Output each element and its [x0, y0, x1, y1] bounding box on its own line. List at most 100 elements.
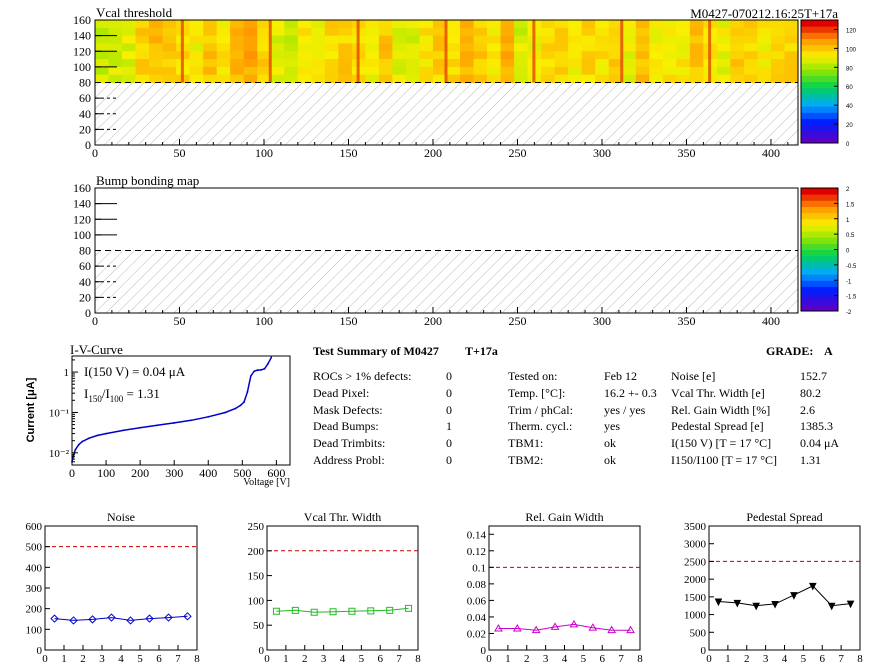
colorbar-band	[801, 200, 838, 207]
heatmap-cell	[203, 43, 218, 52]
heatmap-cell	[432, 51, 448, 60]
iv-point	[88, 437, 90, 440]
heatmap-cell	[460, 35, 475, 45]
heatmap-cell	[338, 35, 353, 45]
data-point	[348, 607, 356, 615]
heatmap-cell	[757, 27, 772, 37]
x-tick-label: 1	[725, 653, 731, 665]
heatmap-cell	[608, 74, 623, 84]
heatmap-cell	[473, 59, 488, 68]
x-tick-label: 8	[857, 653, 863, 665]
data-point	[550, 622, 560, 630]
condition-label: TBM2:	[508, 453, 544, 467]
data-point	[733, 599, 742, 608]
iv-point	[270, 356, 273, 359]
heatmap-cell	[405, 74, 421, 84]
heatmap-cell	[216, 74, 231, 84]
heatmap-cell	[608, 66, 623, 76]
x-tick-label: 1	[505, 653, 511, 665]
heatmap-cell	[419, 20, 434, 29]
heatmap-cell	[311, 20, 326, 29]
colorbar-tick-label: 60	[846, 85, 853, 91]
heatmap-cell	[243, 51, 258, 60]
grade-label: GRADE:	[766, 344, 814, 358]
heatmap-cell	[108, 43, 123, 52]
colorbar-band	[801, 224, 838, 232]
heatmap-cell	[581, 74, 596, 84]
heatmap-cell	[432, 27, 448, 37]
colorbar-tick-label: 40	[846, 104, 853, 110]
heatmap-cell	[284, 59, 299, 68]
heatmap-cell	[473, 66, 488, 76]
heatmap-cell	[662, 59, 677, 68]
iv-point	[243, 401, 245, 404]
y-tick-label: 0.02	[467, 628, 486, 640]
heatmap-cell	[500, 51, 515, 60]
series-line	[276, 607, 409, 613]
condition-value: ok	[604, 453, 616, 467]
x-tick-label: 250	[508, 314, 526, 328]
y-tick-label: 80	[79, 244, 91, 258]
y-tick-label: 120	[73, 44, 91, 58]
y-tick-label: 20	[79, 290, 91, 304]
condition-value: yes	[604, 419, 620, 434]
heatmap-cell	[595, 74, 610, 84]
heatmap-cell	[392, 51, 407, 60]
x-tick-label: 300	[593, 146, 611, 160]
vcal-width-chart: 0 1 2 3 4 5 6 7 8 0 50 100 150 200 250 Vcal Thr. Width	[248, 510, 422, 665]
colorbar-band	[801, 93, 838, 101]
heatmap-cell	[595, 51, 610, 60]
x-tick-label: 200	[424, 146, 442, 160]
x-tick-label: 5	[581, 653, 587, 665]
heatmap-cell	[635, 20, 650, 29]
heatmap-cell	[460, 74, 475, 84]
heatmap-cell	[743, 20, 759, 29]
colorbar-band	[801, 255, 838, 263]
colorbar-tick-label: -1.5	[846, 295, 857, 301]
heatmap-cell	[189, 74, 204, 84]
x-tick-label: 4	[340, 653, 346, 665]
data-point	[588, 623, 598, 631]
pedestal-spread-chart: 0 1 2 3 4 5 6 7 8 0 500 1000 1500 2000 2500 3000 3500 Ped…	[684, 510, 863, 665]
heatmap-cell	[311, 51, 326, 60]
heatmap-cell	[649, 66, 664, 76]
heatmap-cell	[230, 74, 245, 84]
heatmap-cell	[662, 74, 677, 84]
heatmap-cell	[622, 66, 637, 76]
heatmap-cell	[365, 20, 380, 29]
heatmap-cell	[649, 51, 664, 60]
heatmap-cell	[230, 59, 245, 68]
heatmap-cell	[432, 74, 448, 84]
defect-label: Address Probl:	[313, 453, 385, 467]
x-tick-label: 0	[706, 653, 712, 665]
x-tick-label: 2	[524, 653, 530, 665]
colorbar-band	[801, 298, 838, 306]
heatmap-cell	[419, 59, 434, 68]
iv-point	[260, 369, 262, 371]
heatmap-cell	[297, 51, 312, 60]
y-tick-label: 0.14	[467, 529, 487, 541]
heatmap-cell	[784, 74, 799, 84]
heatmap-cell	[135, 59, 150, 68]
heatmap-cell	[392, 27, 407, 37]
heatmap-cell	[730, 51, 745, 60]
colorbar-band	[801, 81, 838, 89]
data-point	[164, 613, 173, 622]
iv-point	[249, 375, 252, 377]
iv-point	[266, 362, 269, 365]
heatmap-cell	[622, 43, 637, 52]
heatmap-cell	[662, 66, 677, 76]
heatmap-cell	[122, 43, 137, 52]
heatmap-cell	[635, 35, 650, 45]
heatmap-cell	[541, 43, 556, 52]
data-point	[512, 624, 522, 632]
y-tick-label: 20	[79, 122, 91, 136]
chart-title: Vcal threshold	[96, 5, 173, 20]
heatmap-cell	[149, 43, 164, 52]
heatmap-cell	[460, 59, 475, 68]
heatmap-cell	[297, 27, 312, 37]
heatmap-cell	[122, 51, 137, 60]
heatmap-cell	[378, 43, 394, 52]
heatmap-cell	[243, 74, 258, 84]
